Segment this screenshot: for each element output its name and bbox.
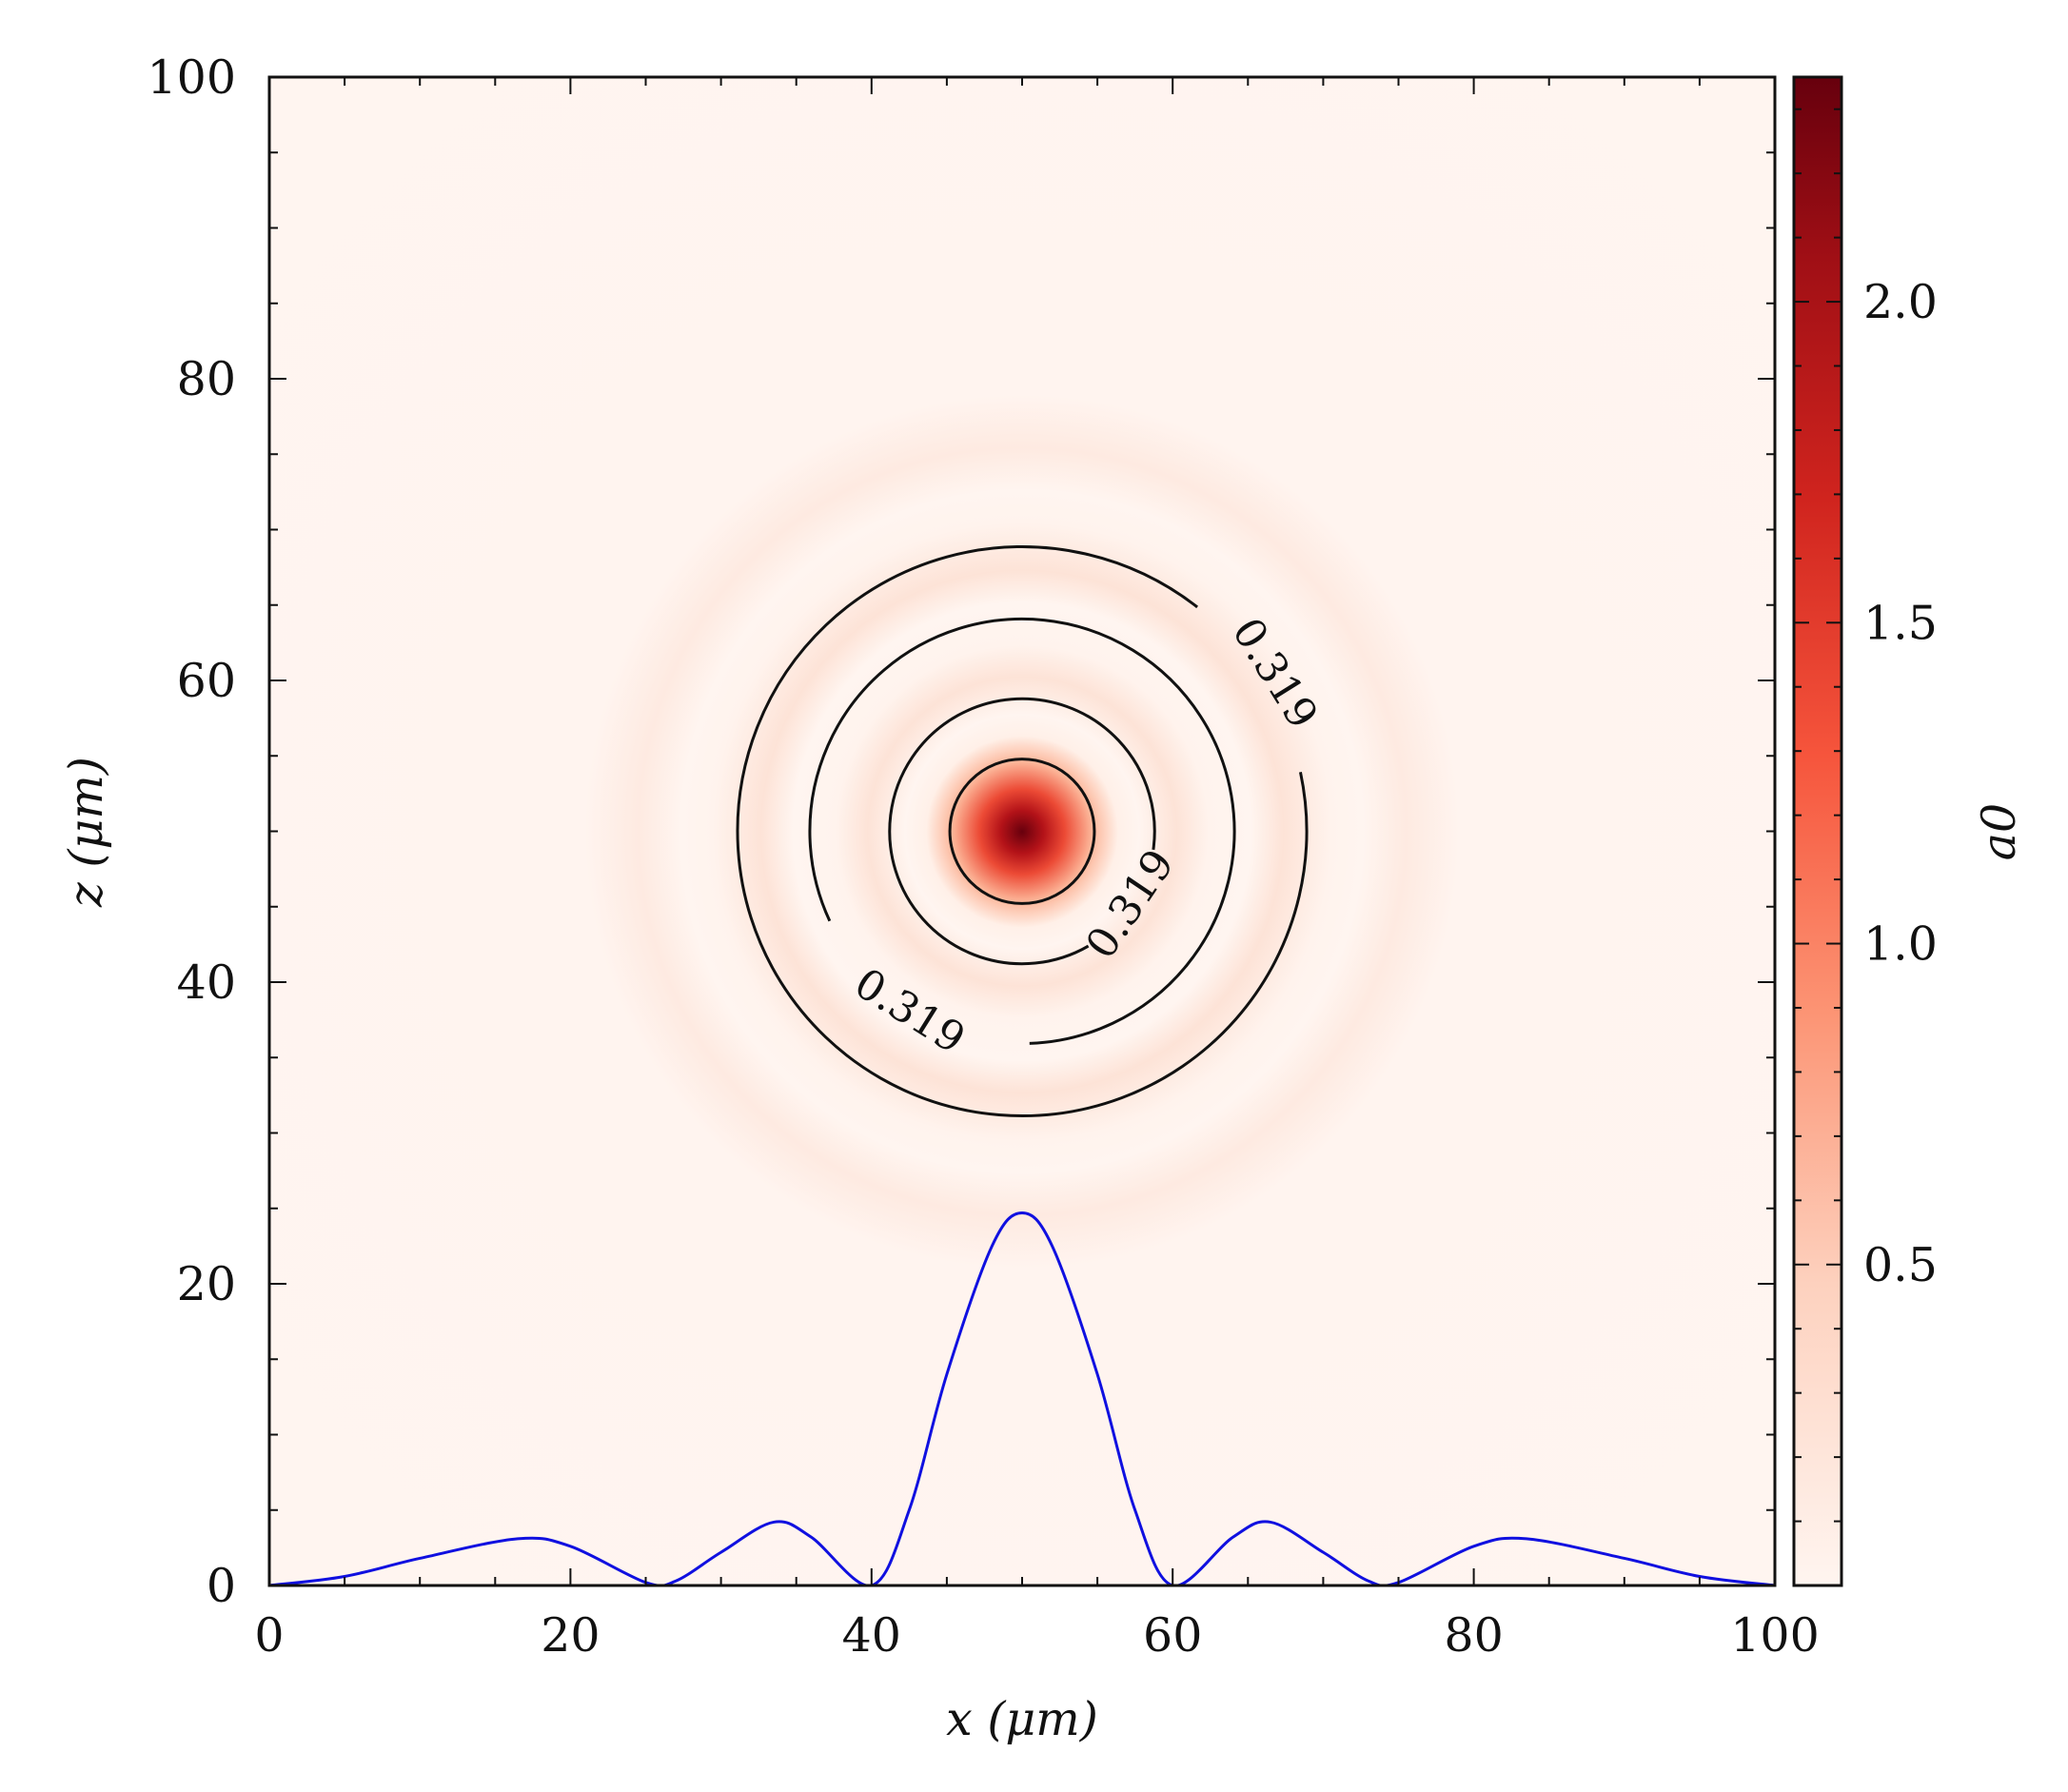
y-tick-labels: 0 20 40 60 80 100 — [147, 50, 236, 1613]
y-tick-label: 20 — [177, 1257, 236, 1311]
y-tick-label: 0 — [207, 1559, 236, 1613]
colorbar-tick-label: 0.5 — [1863, 1238, 1938, 1292]
x-axis-label: x (μm) — [946, 1692, 1098, 1746]
colorbar-tick-label: 1.0 — [1863, 917, 1938, 972]
profile-line-layer — [269, 1211, 1775, 1585]
contour-ring — [736, 545, 1309, 1117]
colorbar-tick-label: 2.0 — [1863, 275, 1938, 329]
x-tick-label: 60 — [1143, 1608, 1202, 1663]
axis-ticks — [268, 76, 1776, 1586]
x-tick-label: 40 — [842, 1608, 901, 1663]
x-tick-label: 100 — [1730, 1608, 1820, 1663]
profile-line — [269, 1211, 1775, 1585]
contour-ring — [888, 697, 1156, 966]
colorbar-label: a0 — [1972, 803, 2026, 860]
contour-ring — [948, 758, 1096, 905]
y-tick-label: 60 — [177, 654, 236, 708]
x-tick-labels: 0 20 40 60 80 100 — [254, 1608, 1819, 1663]
heatmap-field — [269, 77, 1775, 1585]
contour-ring — [808, 617, 1236, 1045]
colorbar — [1792, 75, 1843, 1587]
y-tick-label: 80 — [177, 352, 236, 406]
x-tick-label: 0 — [254, 1608, 284, 1663]
x-tick-label: 20 — [541, 1608, 600, 1663]
colorbar-ticks: 0.5 1.0 1.5 2.0 — [1794, 108, 1938, 1523]
contour-lines — [736, 545, 1309, 1117]
y-tick-label: 100 — [147, 50, 236, 105]
y-axis-label: z (μm) — [59, 757, 113, 908]
x-tick-label: 80 — [1444, 1608, 1503, 1663]
colorbar-tick-label: 1.5 — [1863, 596, 1938, 650]
y-tick-label: 40 — [177, 955, 236, 1010]
